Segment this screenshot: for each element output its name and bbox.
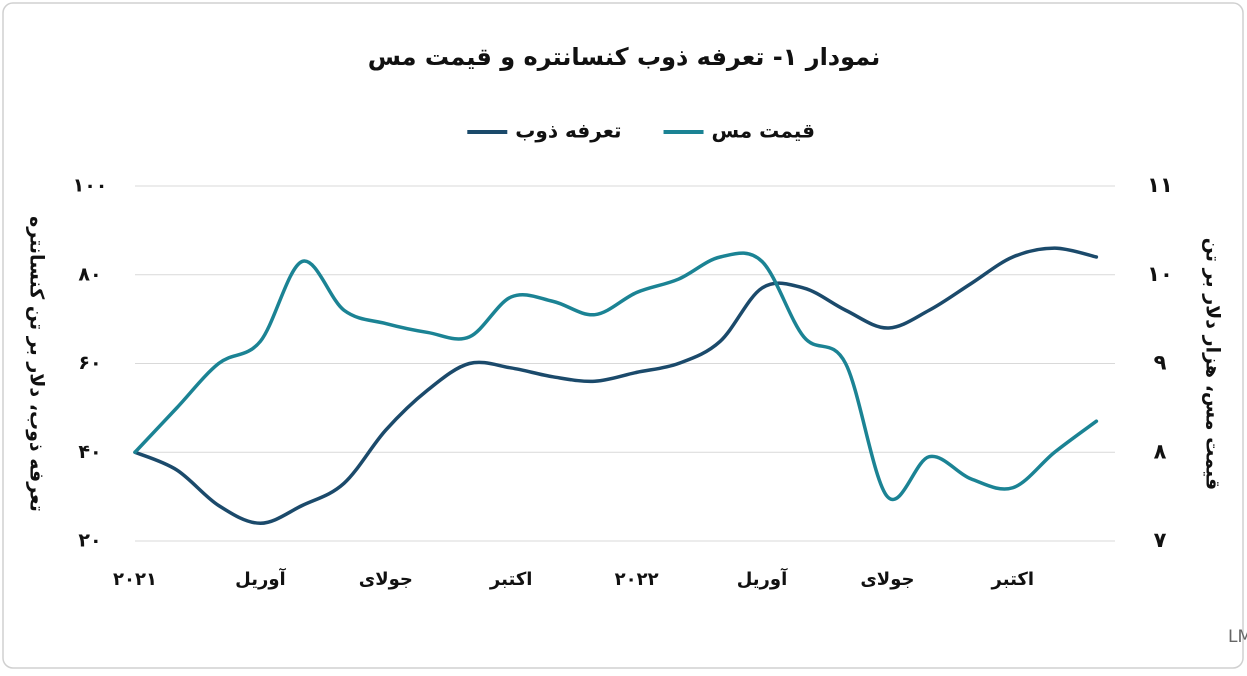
x-tick-label: اکتبر [489, 569, 533, 590]
x-tick-label: اکتبر [991, 569, 1035, 590]
y-axis-title: تعرفه ذوب، دلار بر تن کنسانتره [26, 216, 48, 512]
x-tick-label: آوریل [235, 567, 286, 590]
x-tick-label: ۲۰۲۱ [113, 569, 157, 590]
legend-label: قیمت مس [712, 119, 815, 143]
series-line [133, 251, 1099, 502]
legend-label: تعرفه ذوب [515, 119, 621, 143]
x-tick-label: آوریل [737, 567, 788, 590]
series-line [133, 246, 1099, 526]
x-tick-label: جولای [860, 569, 914, 590]
x-tick-label: ۲۰۲۲ [615, 569, 659, 590]
y-tick-label: ۴۰ [78, 441, 101, 463]
x-tick-label: جولای [359, 569, 413, 590]
y2-tick-label: ۱۰ [1147, 262, 1173, 286]
source-note: منبع: Fastmarkets و LME [1228, 627, 1247, 647]
chart-title: نمودار ۱- تعرفه ذوب کنسانتره و قیمت مس [368, 43, 881, 71]
y2-tick-label: ۹ [1154, 351, 1167, 375]
y2-tick-label: ۸ [1154, 439, 1167, 463]
y2-axis-title: قیمت مس، هزار دلار بر تن [1202, 238, 1224, 490]
y2-tick-label: ۷ [1154, 528, 1167, 552]
y-tick-label: ۸۰ [78, 263, 101, 285]
y-tick-label: ۲۰ [78, 530, 101, 552]
y2-tick-label: ۱۱ [1147, 173, 1173, 197]
y-tick-label: ۱۰۰ [73, 175, 108, 197]
y-tick-label: ۶۰ [78, 352, 101, 374]
